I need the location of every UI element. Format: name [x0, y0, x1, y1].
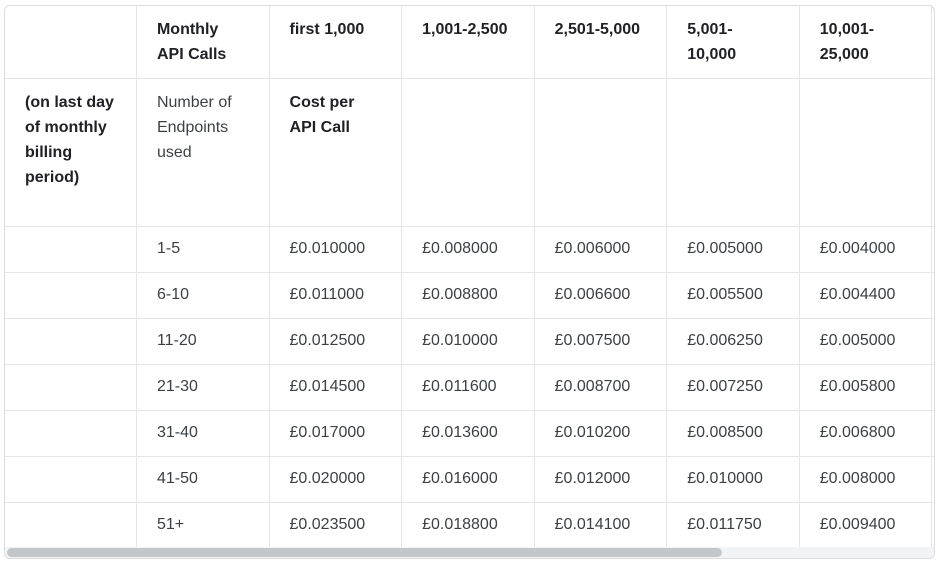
table-row: 31-40 £0.017000 £0.013600 £0.010200 £0.00850… — [5, 410, 934, 457]
empty-cell — [5, 456, 137, 503]
cost-cell: £0.005500 — [666, 272, 800, 319]
table-row: 41-50 £0.020000 £0.016000 £0.012000 £0.01000… — [5, 456, 934, 503]
endpoints-label: Number of Endpoints used — [136, 78, 270, 227]
cost-cell: £0.0050 — [931, 456, 934, 503]
header-tier: 1,001-2,500 — [401, 6, 535, 79]
cost-cell: £0.008000 — [401, 226, 535, 273]
cost-cell: £0.0042 — [931, 410, 934, 457]
endpoints-range-cell: 1-5 — [136, 226, 270, 273]
table-row: 51+ £0.023500 £0.018800 £0.014100 £0.011750 £… — [5, 502, 934, 547]
empty-cell — [666, 78, 800, 227]
empty-cell — [5, 502, 137, 547]
cost-cell: £0.004400 — [799, 272, 933, 319]
cost-cell: £0.006600 — [534, 272, 668, 319]
empty-cell — [5, 272, 137, 319]
endpoints-range-cell: 51+ — [136, 502, 270, 547]
table-row: 6-10 £0.011000 £0.008800 £0.006600 £0.005500… — [5, 272, 934, 319]
cost-cell: £0.011000 — [269, 272, 403, 319]
cost-cell: £0.008800 — [401, 272, 535, 319]
cost-cell: £0.017000 — [269, 410, 403, 457]
cost-cell: £0.004000 — [799, 226, 933, 273]
cost-cell: £0.006000 — [534, 226, 668, 273]
cost-cell: £0.014500 — [269, 364, 403, 411]
cost-cell: £0.013600 — [401, 410, 535, 457]
cost-cell: £0.007500 — [534, 318, 668, 365]
cost-cell: £0.008000 — [799, 456, 933, 503]
table-header-row: Monthly API Calls first 1,000 1,001-2,50… — [5, 6, 934, 79]
cost-cell: £0.006250 — [666, 318, 800, 365]
scrollbar-thumb[interactable] — [7, 548, 722, 557]
cost-cell: £0.012000 — [534, 456, 668, 503]
table-row: 1-5 £0.010000 £0.008000 £0.006000 £0.005000 £… — [5, 226, 934, 273]
cost-cell: £0.005000 — [799, 318, 933, 365]
cost-cell: £0.023500 — [269, 502, 403, 547]
cost-cell: £0.0027 — [931, 272, 934, 319]
header-tier: 25,001-50,000 — [931, 6, 934, 79]
empty-cell — [5, 318, 137, 365]
header-corner-cell — [5, 6, 137, 79]
cost-cell: £0.018800 — [401, 502, 535, 547]
table-row: 21-30 £0.014500 £0.011600 £0.008700 £0.00725… — [5, 364, 934, 411]
header-tier: 10,001-25,000 — [799, 6, 933, 79]
cost-cell: £0.008700 — [534, 364, 668, 411]
cost-cell: £0.0025 — [931, 226, 934, 273]
empty-cell — [5, 226, 137, 273]
endpoints-range-cell: 11-20 — [136, 318, 270, 365]
empty-cell — [799, 78, 933, 227]
empty-cell — [534, 78, 668, 227]
header-monthly-api-calls: Monthly API Calls — [136, 6, 270, 79]
empty-cell — [5, 410, 137, 457]
cost-cell: £0.012500 — [269, 318, 403, 365]
header-tier: 5,001-10,000 — [666, 6, 800, 79]
table-subheader-row: (on last day of monthly billing period) … — [5, 78, 934, 227]
cost-cell: £0.010000 — [269, 226, 403, 273]
pricing-table-container: Monthly API Calls first 1,000 1,001-2,50… — [4, 5, 935, 559]
cost-cell: £0.008500 — [666, 410, 800, 457]
cost-cell: £0.010200 — [534, 410, 668, 457]
empty-cell — [5, 364, 137, 411]
cost-per-call-label: Cost per API Call — [269, 78, 403, 227]
cost-cell: £0.011600 — [401, 364, 535, 411]
cost-cell: £0.011750 — [666, 502, 800, 547]
cost-cell: £0.020000 — [269, 456, 403, 503]
cost-cell: £0.006800 — [799, 410, 933, 457]
cost-cell: £0.009400 — [799, 502, 933, 547]
cost-cell: £0.005800 — [799, 364, 933, 411]
cost-cell: £0.005000 — [666, 226, 800, 273]
endpoints-range-cell: 6-10 — [136, 272, 270, 319]
cost-cell: £0.0036 — [931, 364, 934, 411]
cost-cell: £0.010000 — [666, 456, 800, 503]
header-tier: 2,501-5,000 — [534, 6, 668, 79]
cost-cell: £0.0058 — [931, 502, 934, 547]
endpoints-range-cell: 21-30 — [136, 364, 270, 411]
empty-cell — [931, 78, 934, 227]
cost-cell: £0.016000 — [401, 456, 535, 503]
billing-period-note: (on last day of monthly billing period) — [5, 78, 137, 227]
cost-cell: £0.010000 — [401, 318, 535, 365]
horizontal-scrollbar[interactable] — [5, 547, 934, 558]
endpoints-range-cell: 31-40 — [136, 410, 270, 457]
table-row: 11-20 £0.012500 £0.010000 £0.007500 £0.00625… — [5, 318, 934, 365]
empty-cell — [401, 78, 535, 227]
header-tier: first 1,000 — [269, 6, 403, 79]
endpoints-range-cell: 41-50 — [136, 456, 270, 503]
cost-cell: £0.014100 — [534, 502, 668, 547]
table-scroll-area[interactable]: Monthly API Calls first 1,000 1,001-2,50… — [5, 6, 934, 547]
pricing-table: Monthly API Calls first 1,000 1,001-2,50… — [5, 6, 934, 547]
cost-cell: £0.007250 — [666, 364, 800, 411]
